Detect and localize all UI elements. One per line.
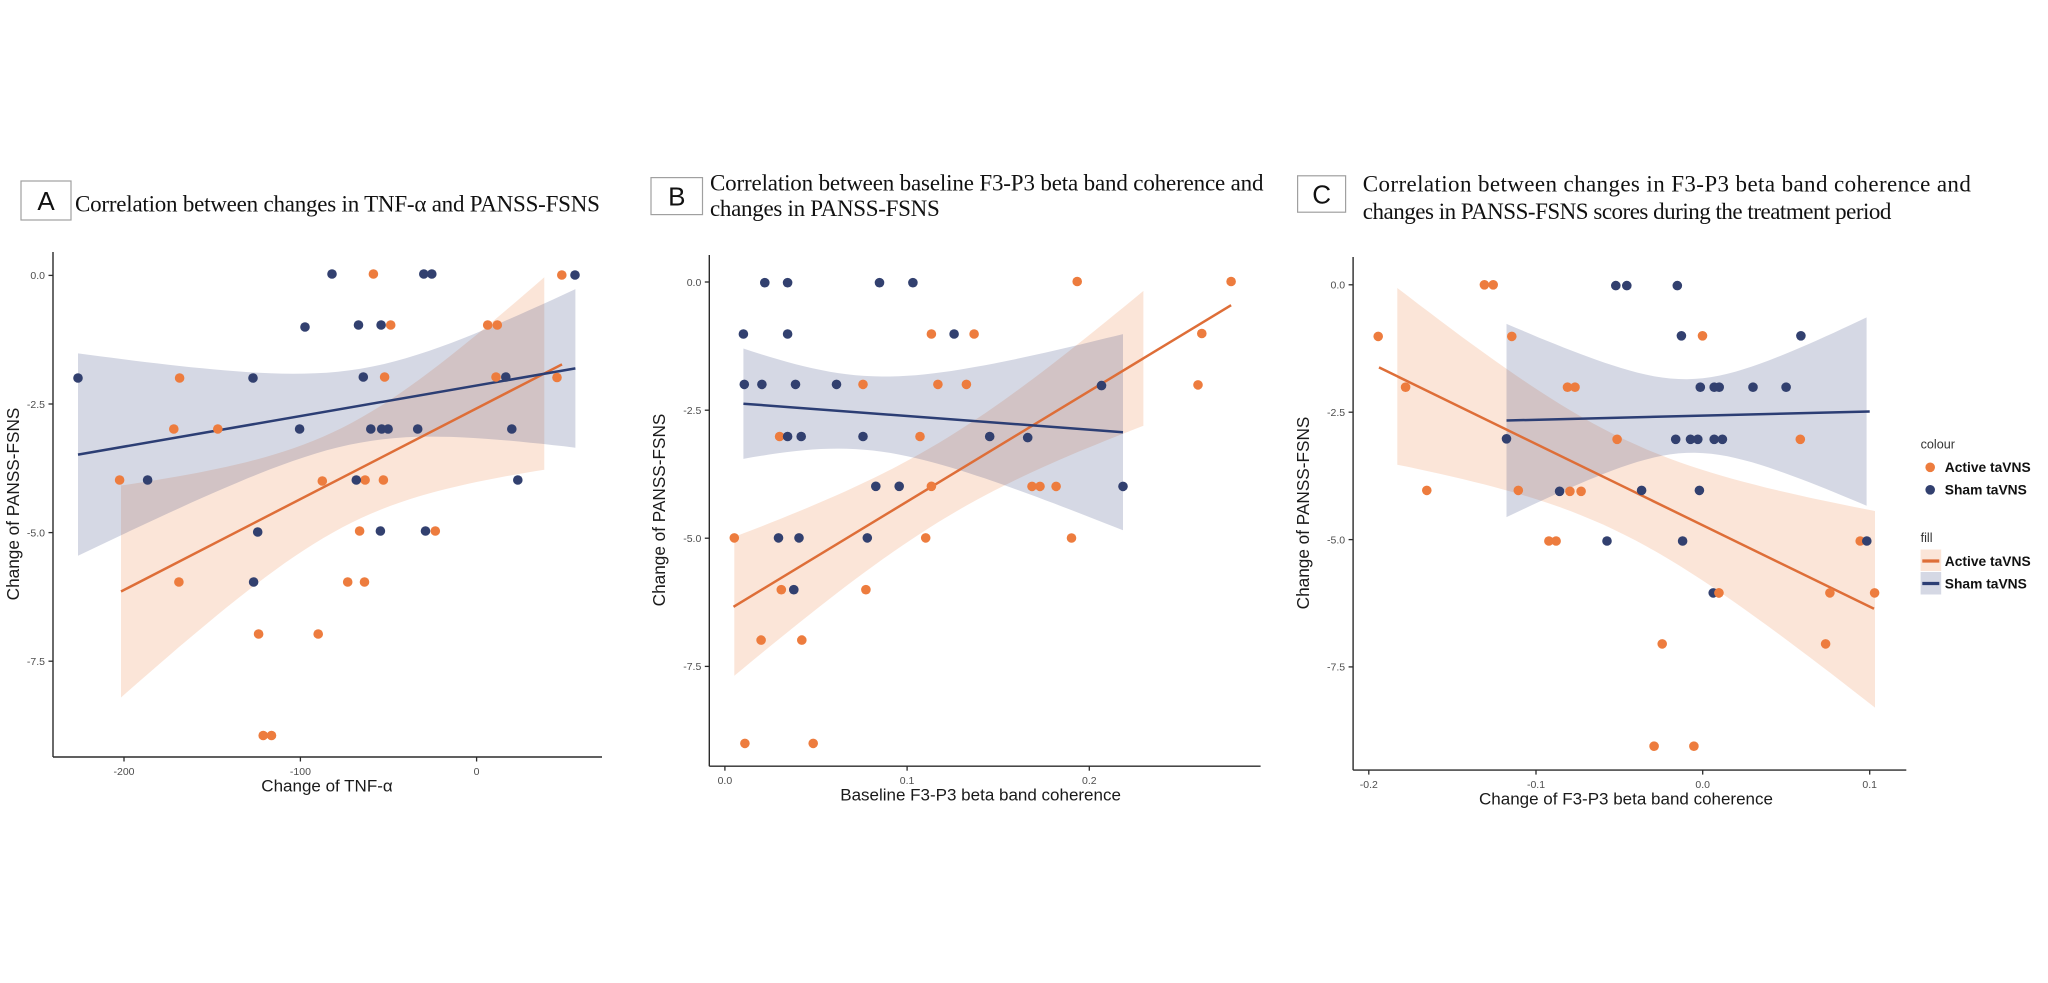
svg-text:Sham taVNS: Sham taVNS xyxy=(1945,483,2027,498)
svg-text:changes in PANSS-FSNS scores d: changes in PANSS-FSNS scores during the … xyxy=(1363,199,1892,224)
svg-text:0.0: 0.0 xyxy=(718,775,733,787)
svg-text:A: A xyxy=(37,186,55,216)
svg-text:Correlation between changes in: Correlation between changes in F3-P3 bet… xyxy=(1363,172,1972,197)
svg-text:-200: -200 xyxy=(113,766,134,778)
svg-text:-7.5: -7.5 xyxy=(1327,662,1345,674)
svg-text:0.0: 0.0 xyxy=(30,270,45,282)
svg-text:Change of PANSS-FSNS: Change of PANSS-FSNS xyxy=(649,414,669,607)
svg-text:Sham taVNS: Sham taVNS xyxy=(1945,576,2027,591)
svg-text:-0.1: -0.1 xyxy=(1527,779,1545,791)
svg-text:C: C xyxy=(1312,180,1331,210)
svg-text:-5.0: -5.0 xyxy=(683,533,701,545)
svg-text:-100: -100 xyxy=(290,766,311,778)
svg-text:-2.5: -2.5 xyxy=(27,399,45,411)
svg-text:-7.5: -7.5 xyxy=(27,656,45,668)
svg-text:Active taVNS: Active taVNS xyxy=(1945,460,2031,475)
svg-text:-5.0: -5.0 xyxy=(1327,534,1345,546)
svg-text:fill: fill xyxy=(1921,531,1933,545)
svg-text:0.0: 0.0 xyxy=(687,277,702,289)
svg-text:changes in PANSS-FSNS: changes in PANSS-FSNS xyxy=(710,196,940,221)
svg-text:Active taVNS: Active taVNS xyxy=(1945,554,2031,569)
svg-text:B: B xyxy=(668,182,685,212)
svg-text:Change of TNF-α: Change of TNF-α xyxy=(261,777,393,796)
svg-text:Baseline F3-P3 beta band coher: Baseline F3-P3 beta band coherence xyxy=(840,786,1121,805)
svg-text:Change of PANSS-FSNS: Change of PANSS-FSNS xyxy=(1293,417,1313,610)
svg-text:Correlation between baseline F: Correlation between baseline F3-P3 beta … xyxy=(710,170,1264,195)
svg-text:Correlation between changes in: Correlation between changes in TNF-α and… xyxy=(75,192,600,217)
svg-text:0.0: 0.0 xyxy=(1695,779,1710,791)
svg-text:Change of PANSS-FSNS: Change of PANSS-FSNS xyxy=(3,408,23,601)
svg-text:-7.5: -7.5 xyxy=(683,661,701,673)
svg-text:0.1: 0.1 xyxy=(1862,779,1877,791)
svg-text:Change of F3-P3 beta band cohe: Change of F3-P3 beta band coherence xyxy=(1479,790,1773,809)
svg-text:0.1: 0.1 xyxy=(900,775,915,787)
svg-text:colour: colour xyxy=(1921,438,1955,452)
svg-text:0: 0 xyxy=(474,766,480,778)
svg-text:-0.2: -0.2 xyxy=(1360,779,1378,791)
svg-text:-2.5: -2.5 xyxy=(683,405,701,417)
svg-text:-2.5: -2.5 xyxy=(1327,407,1345,419)
svg-text:-5.0: -5.0 xyxy=(27,527,45,539)
svg-text:0.0: 0.0 xyxy=(1330,280,1345,292)
svg-text:0.2: 0.2 xyxy=(1082,775,1097,787)
